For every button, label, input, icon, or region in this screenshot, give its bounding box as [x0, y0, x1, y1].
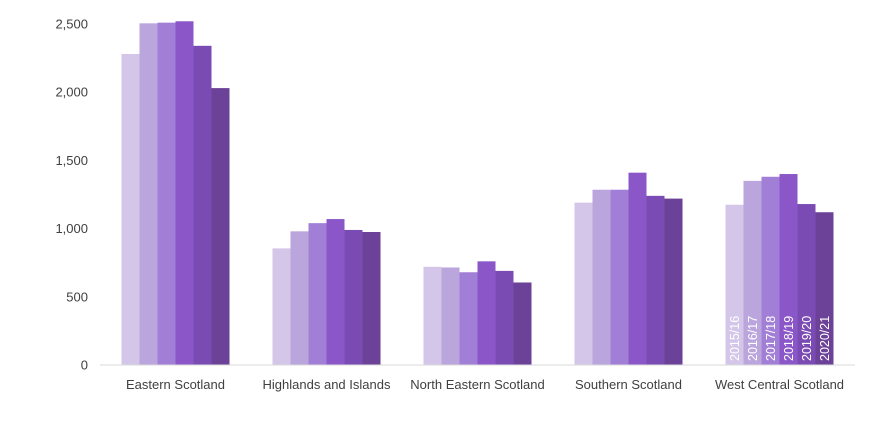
- bar: [815, 212, 834, 365]
- series-label: 2020/21: [818, 316, 832, 361]
- series-label: 2016/17: [746, 316, 760, 361]
- bar: [139, 23, 158, 366]
- bar: [326, 219, 345, 365]
- bar: [193, 45, 212, 365]
- bar: [646, 195, 665, 365]
- bar: [344, 229, 363, 365]
- bar: [592, 189, 611, 365]
- y-tick-label: 0: [81, 358, 88, 373]
- x-tick-label: West Central Scotland: [715, 377, 844, 392]
- bar: [761, 176, 780, 365]
- bars: [121, 21, 834, 366]
- y-tick-label: 1,000: [55, 221, 88, 236]
- x-axis: Eastern Scotland Highlands and Islands Nor…: [126, 377, 844, 392]
- bar: [664, 198, 683, 365]
- bar: [513, 282, 532, 365]
- bar: [308, 223, 327, 365]
- x-tick-label: Highlands and Islands: [263, 377, 391, 392]
- bar: [175, 21, 194, 365]
- x-tick-label: Eastern Scotland: [126, 377, 225, 392]
- bar: [157, 22, 176, 366]
- y-tick-label: 500: [66, 289, 88, 304]
- y-tick-label: 1,500: [55, 153, 88, 168]
- x-tick-label: Southern Scotland: [575, 377, 682, 392]
- series-labels: 2015/16 2016/17 2017/18 2018/19 2019/20 2020/…: [728, 316, 832, 361]
- bar: [459, 272, 478, 365]
- y-tick-label: 2,000: [55, 85, 88, 100]
- bar: [423, 266, 442, 365]
- bar: [477, 261, 496, 365]
- bar: [211, 88, 230, 365]
- bar: [610, 189, 629, 365]
- y-axis: 0 500 1,000 1,500 2,000 2,500: [55, 17, 88, 373]
- bar: [743, 180, 762, 365]
- bar: [574, 202, 593, 365]
- bar: [797, 204, 816, 365]
- series-label: 2019/20: [800, 316, 814, 361]
- bar: [779, 174, 798, 365]
- bar: [362, 232, 381, 365]
- bar: [290, 231, 309, 365]
- y-tick-label: 2,500: [55, 17, 88, 32]
- bar: [441, 267, 460, 365]
- x-tick-label: North Eastern Scotland: [410, 377, 544, 392]
- bar: [272, 248, 291, 365]
- bar: [121, 54, 140, 366]
- series-label: 2015/16: [728, 316, 742, 361]
- series-label: 2018/19: [782, 316, 796, 361]
- series-label: 2017/18: [764, 316, 778, 361]
- bar: [628, 172, 647, 365]
- bar: [725, 204, 744, 365]
- bar: [495, 270, 514, 365]
